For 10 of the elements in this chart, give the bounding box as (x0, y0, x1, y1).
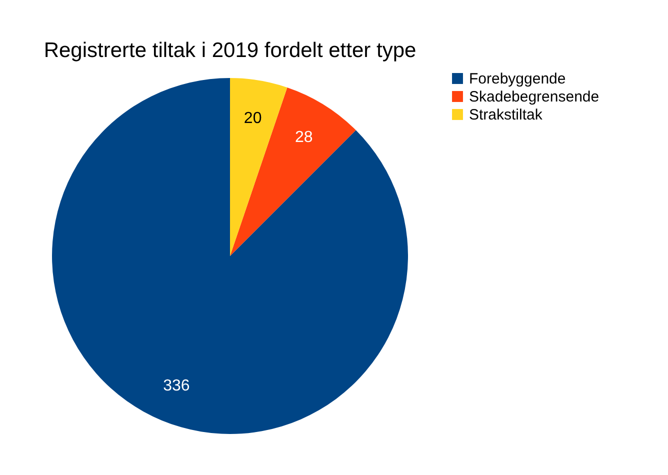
legend-label: Forebyggende (469, 70, 566, 88)
legend-label: Skadebegrensende (469, 88, 600, 106)
chart-title: Registrerte tiltak i 2019 fordelt etter type (44, 39, 416, 62)
data-label: 28 (295, 129, 313, 146)
data-label: 336 (163, 377, 190, 394)
data-label: 20 (244, 110, 262, 127)
legend-label: Strakstiltak (469, 106, 543, 124)
pie-slice (52, 78, 408, 434)
pie-slice (230, 87, 356, 256)
pie-slice (230, 78, 288, 256)
